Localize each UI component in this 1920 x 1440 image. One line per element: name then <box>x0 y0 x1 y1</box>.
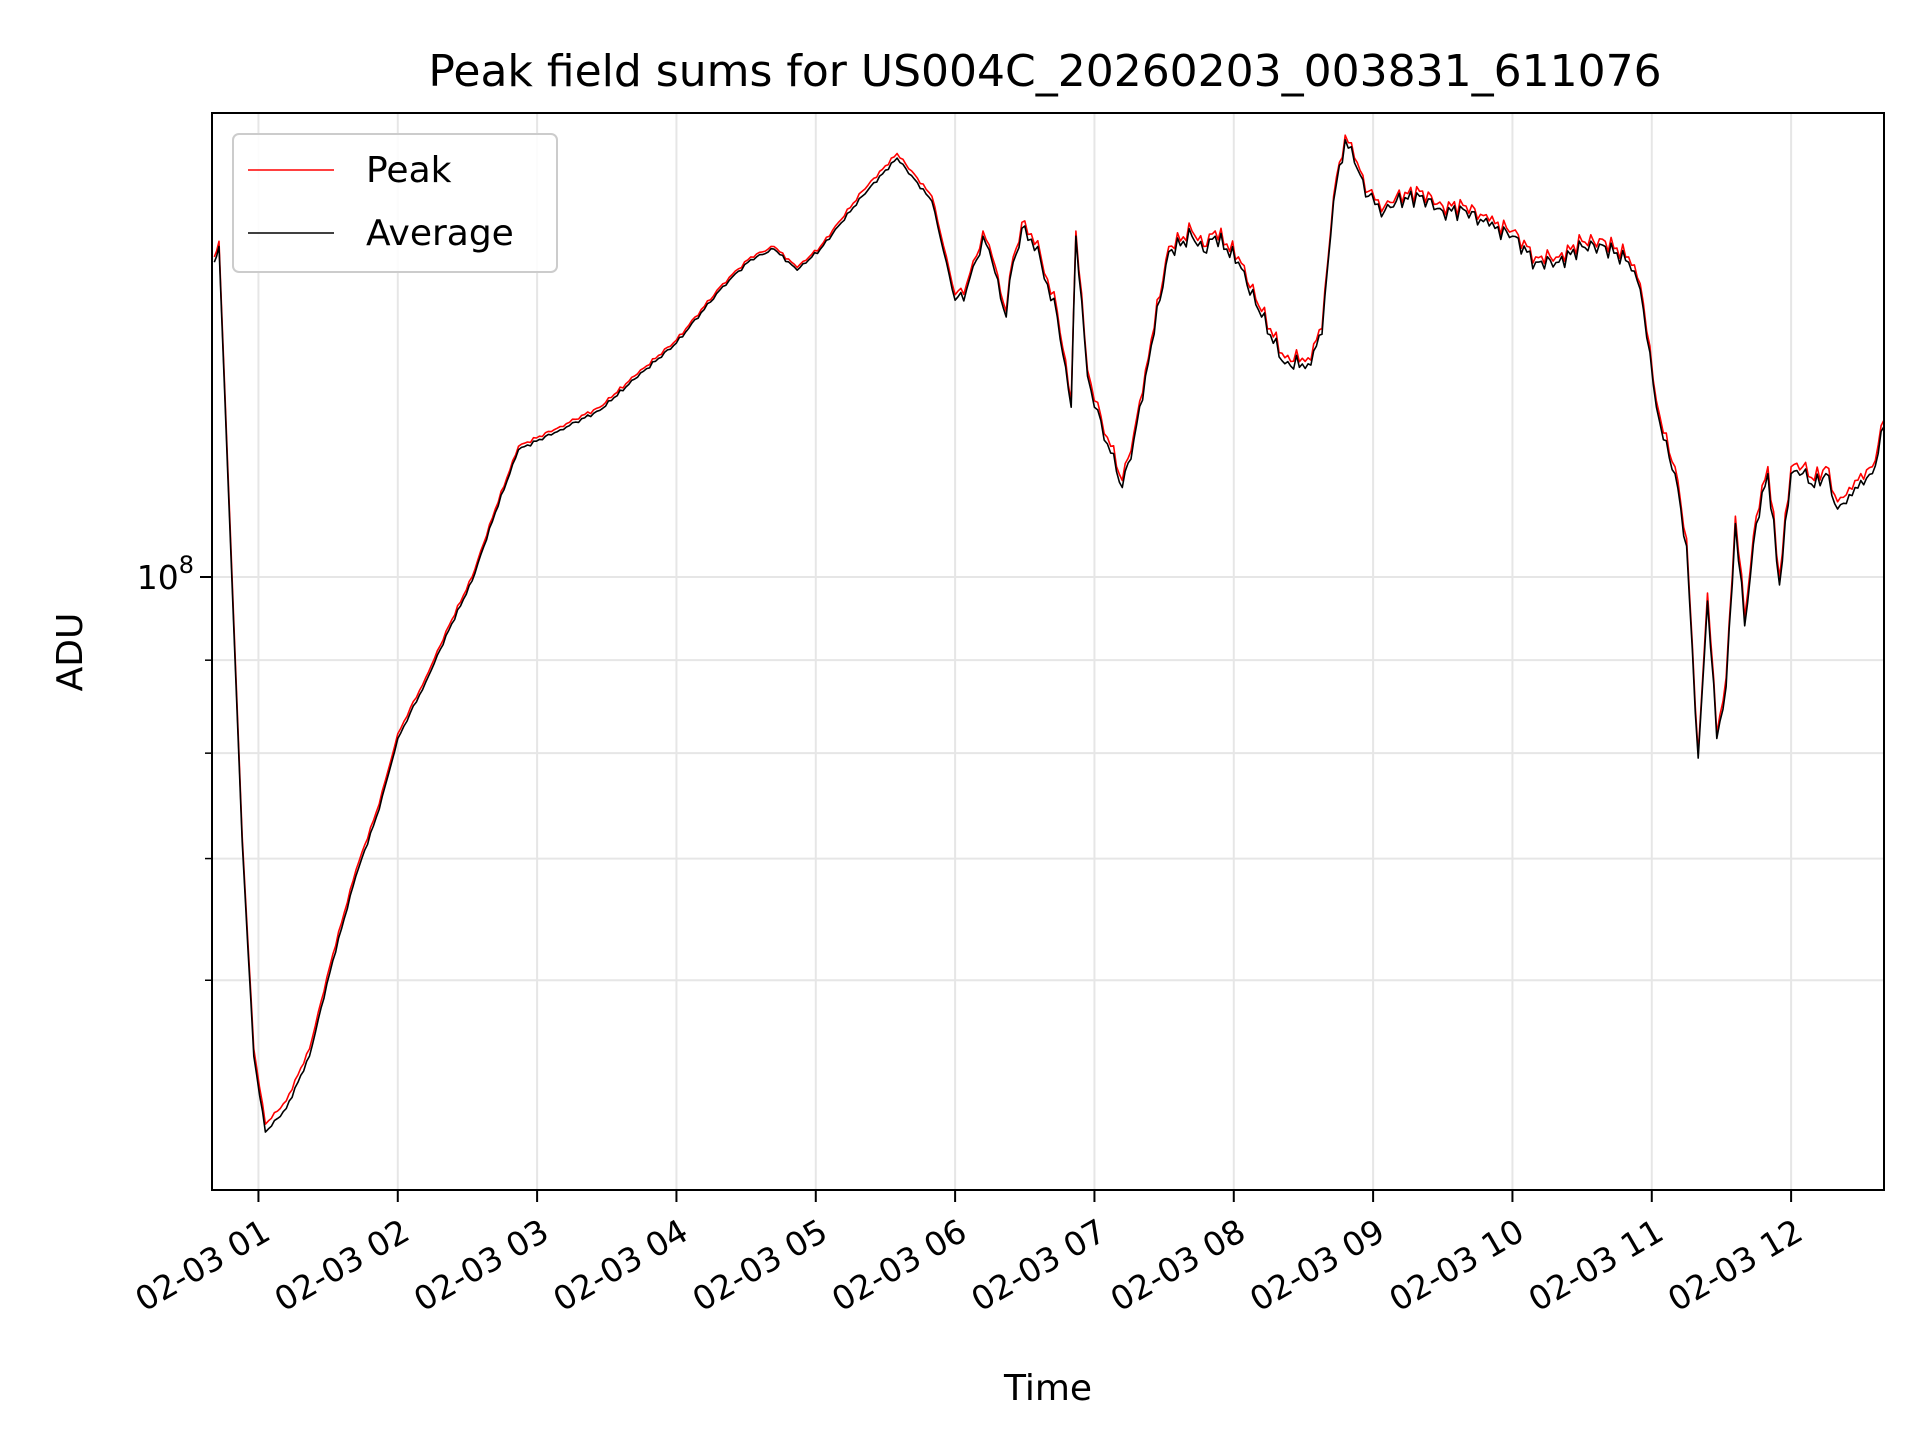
legend: Peak Average <box>232 133 558 273</box>
legend-label-average: Average <box>366 213 514 254</box>
series-line-peak <box>213 134 1885 1125</box>
y-tick-label-base: 10 <box>137 558 179 597</box>
legend-box <box>232 133 558 273</box>
series-line-average <box>213 139 1885 1133</box>
grid <box>212 113 1884 1190</box>
plot-frame <box>211 112 1885 1191</box>
y-axis-label: ADU <box>50 613 91 692</box>
y-tick-label: 108 <box>137 551 194 597</box>
y-tick-label-exponent: 8 <box>179 551 194 579</box>
series-group <box>213 134 1885 1133</box>
legend-label-peak: Peak <box>366 150 452 191</box>
y-axis-ticks: 108 <box>137 551 212 982</box>
x-axis-label: Time <box>1003 1368 1092 1409</box>
chart-title: Peak field sums for US004C_20260203_0038… <box>428 46 1661 97</box>
